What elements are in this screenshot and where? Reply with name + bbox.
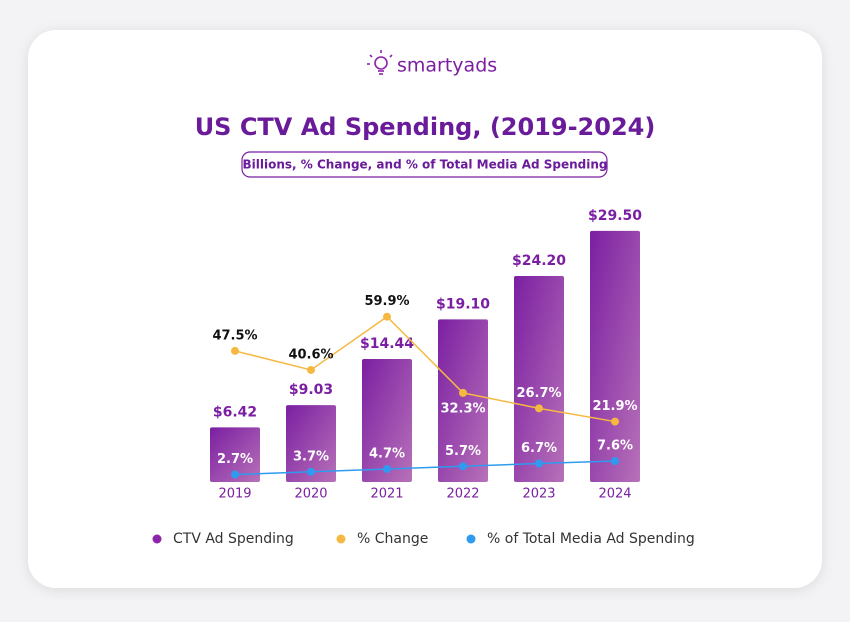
- x-tick-label: 2023: [522, 487, 555, 502]
- line-value-label: 59.9%: [364, 294, 409, 309]
- legend-marker: [466, 534, 476, 544]
- line-point: [459, 462, 467, 471]
- bar-value-label: $29.50: [588, 208, 642, 224]
- legend-marker: [336, 534, 346, 544]
- bar-value-label: $19.10: [436, 296, 490, 312]
- bar-value-label: $14.44: [360, 336, 414, 352]
- x-tick-label: 2024: [598, 487, 631, 502]
- line-value-label: 2.7%: [217, 452, 253, 467]
- logo-text: smartyads: [397, 55, 497, 77]
- line-point: [611, 417, 619, 426]
- x-tick-label: 2022: [446, 487, 479, 502]
- bar-value-label: $6.42: [213, 404, 257, 420]
- x-tick-label: 2021: [370, 487, 403, 502]
- bar: [210, 427, 260, 482]
- line-point: [535, 459, 543, 468]
- x-tick-label: 2020: [294, 487, 327, 502]
- line-value-label: 26.7%: [516, 386, 561, 401]
- line-value-label: 40.6%: [288, 347, 333, 362]
- line-value-label: 3.7%: [293, 449, 329, 464]
- bar: [514, 275, 564, 482]
- line-value-label: 7.6%: [597, 439, 633, 454]
- line-value-label: 4.7%: [369, 447, 405, 462]
- line-point: [231, 470, 239, 479]
- legend-marker: [152, 534, 162, 544]
- line-value-label: 21.9%: [592, 399, 637, 414]
- line-value-label: 6.7%: [521, 441, 557, 456]
- bar: [362, 359, 412, 482]
- bar: [438, 319, 488, 482]
- legend-label: CTV Ad Spending: [173, 531, 294, 547]
- line-point: [307, 467, 315, 476]
- line-point: [383, 312, 391, 321]
- legend-label: % of Total Media Ad Spending: [487, 531, 695, 547]
- line-point: [535, 404, 543, 413]
- line-point: [611, 457, 619, 466]
- logo-icon: [367, 50, 393, 75]
- line: [234, 315, 616, 423]
- bar-value-label: $24.20: [512, 253, 566, 269]
- chart-title: US CTV Ad Spending, (2019-2024): [195, 113, 656, 141]
- subtitle-box: [241, 151, 608, 178]
- line-point: [231, 346, 239, 355]
- line: [234, 460, 616, 476]
- line-point: [307, 365, 315, 374]
- chart-subtitle: Billions, % Change, and % of Total Media…: [243, 158, 608, 172]
- bar: [286, 405, 336, 482]
- line-value-label: 32.3%: [440, 401, 485, 416]
- x-tick-label: 2019: [218, 487, 251, 502]
- line-point: [459, 388, 467, 397]
- bar-value-label: $9.03: [289, 382, 333, 398]
- line-point: [383, 465, 391, 474]
- legend-label: % Change: [357, 531, 428, 547]
- line-value-label: 47.5%: [212, 328, 257, 343]
- line-value-label: 5.7%: [445, 444, 481, 459]
